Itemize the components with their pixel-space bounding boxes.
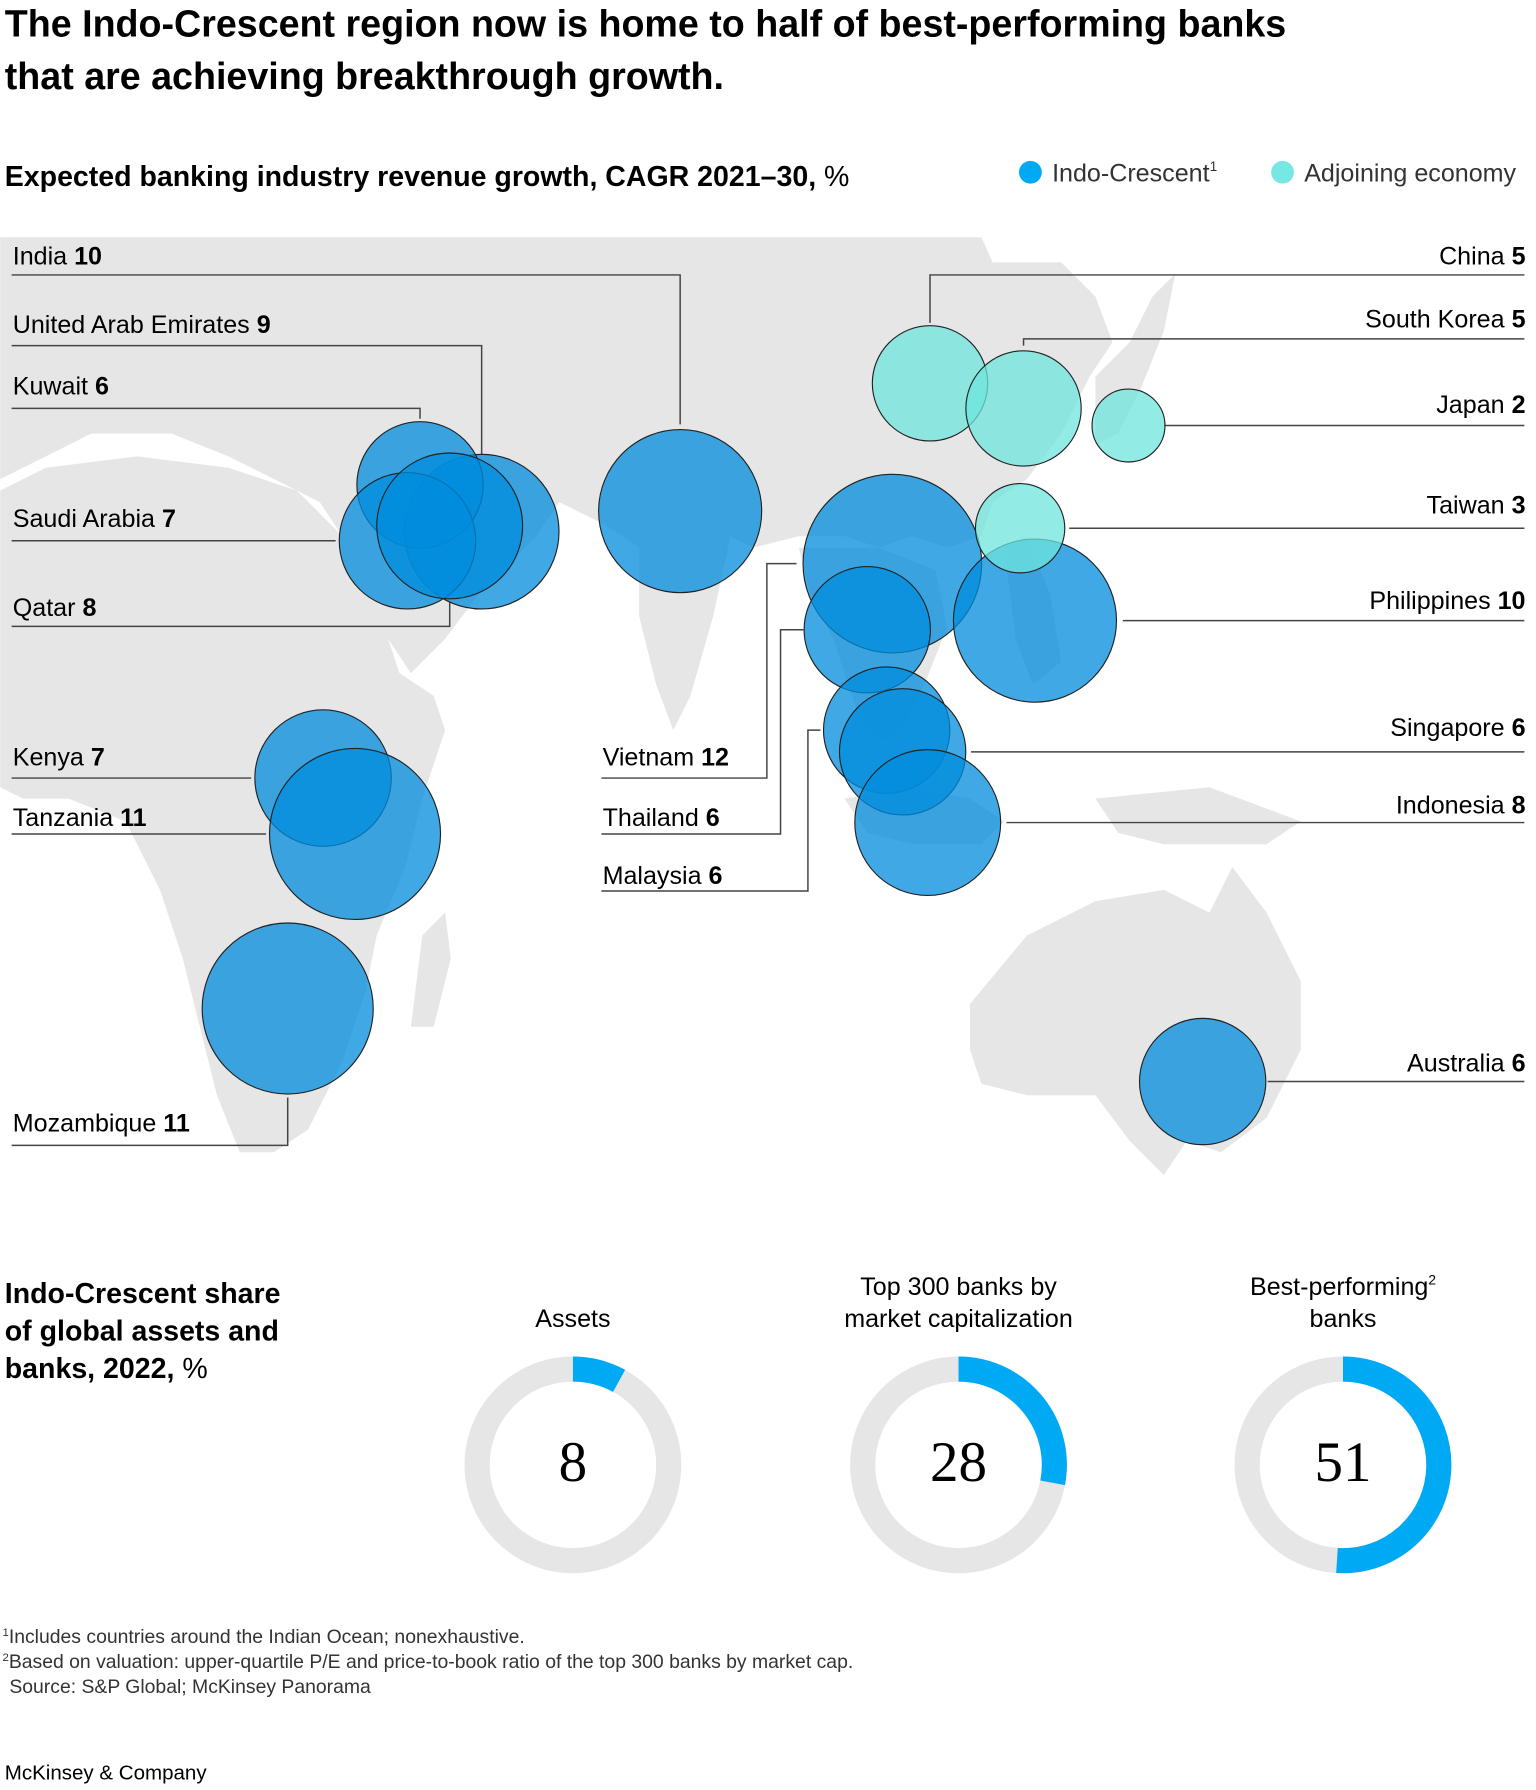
country-labels: India 10 United Arab Emirates 9 Kuwait 6… — [13, 243, 1526, 1138]
footnote-1: 1Includes countries around the Indian Oc… — [2, 1626, 524, 1648]
land-australia — [969, 867, 1301, 1176]
source-note: Source: S&P Global; McKinsey Panorama — [9, 1676, 371, 1698]
share-title-line-2: of global assets and — [5, 1316, 279, 1348]
bubble-taiwan — [974, 482, 1066, 574]
bubble-japan — [1091, 388, 1166, 463]
donut-top300: Top 300 banks by market capitalization 2… — [844, 1273, 1073, 1574]
bubble-india — [598, 428, 763, 594]
map-subtitle: Expected banking industry revenue growth… — [5, 161, 850, 193]
donut-assets-label-2: Assets — [535, 1305, 610, 1333]
label-mozambique: Mozambique 11 — [13, 1110, 190, 1138]
legend-swatch-indo-crescent — [1018, 160, 1042, 184]
label-singapore: Singapore 6 — [1390, 714, 1525, 742]
donut-track — [464, 1356, 682, 1574]
footnote-2: 2Based on valuation: upper-quartile P/E … — [2, 1651, 853, 1673]
label-philippines: Philippines 10 — [1369, 587, 1525, 615]
label-kuwait: Kuwait 6 — [13, 373, 109, 401]
label-china: China 5 — [1439, 243, 1525, 271]
bubble-australia — [1138, 1017, 1267, 1146]
label-indonesia: Indonesia 8 — [1396, 791, 1526, 819]
legend-label-indo-crescent: Indo-Crescent1 — [1052, 159, 1217, 187]
donut-best-label-1: Best-performing2 — [1250, 1273, 1436, 1301]
share-title: Indo-Crescent share of global assets and… — [5, 1278, 281, 1385]
footnotes: 1Includes countries around the Indian Oc… — [2, 1626, 853, 1698]
leader-malaysia — [601, 729, 821, 892]
leader-qatar — [11, 602, 451, 628]
legend-swatch-adjoining — [1271, 160, 1294, 184]
label-vietnam: Vietnam 12 — [603, 744, 729, 772]
leader-china — [929, 274, 1525, 323]
map-subtitle-unit: % — [816, 161, 849, 193]
donut-value-arc — [1336, 1356, 1452, 1574]
label-saudi-arabia: Saudi Arabia 7 — [13, 505, 176, 533]
legend-label-adjoining: Adjoining economy — [1304, 159, 1516, 187]
label-australia: Australia 6 — [1407, 1049, 1526, 1077]
label-japan: Japan 2 — [1436, 391, 1525, 419]
donut-value-arc — [958, 1356, 1067, 1486]
donut-best-value: 51 — [1314, 1431, 1371, 1494]
leader-south-korea — [1022, 338, 1525, 346]
label-malaysia: Malaysia 6 — [603, 862, 723, 890]
bubble-tanzania — [268, 747, 442, 921]
label-kenya: Kenya 7 — [13, 744, 105, 772]
bubbles — [201, 325, 1267, 1146]
leader-vietnam — [601, 562, 797, 779]
share-title-line-3: banks, 2022, % — [5, 1353, 208, 1385]
leader-kuwait — [11, 407, 421, 419]
world-map — [0, 237, 1301, 1176]
label-qatar: Qatar 8 — [13, 594, 97, 622]
donut-best-performing: Best-performing2 banks 51 — [1234, 1273, 1452, 1574]
donut-assets-ring — [464, 1356, 682, 1574]
map-subtitle-bold: Expected banking industry revenue growth… — [5, 161, 816, 193]
land-new-guinea — [1095, 787, 1301, 845]
donut-top300-label-2: market capitalization — [844, 1305, 1073, 1333]
title-line-2: that are achieving breakthrough growth. — [5, 55, 724, 97]
leader-uae — [11, 344, 483, 455]
label-tanzania: Tanzania 11 — [13, 804, 147, 832]
bubble-qatar — [376, 452, 524, 600]
bubble-mozambique — [201, 922, 374, 1095]
label-taiwan: Taiwan 3 — [1427, 491, 1526, 519]
leader-thailand — [601, 629, 804, 835]
donut-best-label-2: banks — [1310, 1305, 1377, 1333]
donut-best-ring — [1234, 1356, 1452, 1574]
donut-top300-ring — [850, 1356, 1067, 1574]
donut-top300-value: 28 — [930, 1431, 987, 1494]
leader-india — [11, 274, 681, 425]
donut-assets-value: 8 — [559, 1431, 588, 1494]
share-title-line-1: Indo-Crescent share — [5, 1278, 281, 1310]
bubble-south-korea — [965, 350, 1082, 467]
leader-lines — [11, 274, 1525, 1147]
donut-top300-label-1: Top 300 banks by — [860, 1273, 1057, 1301]
title-line-1: The Indo-Crescent region now is home to … — [5, 3, 1286, 45]
label-thailand: Thailand 6 — [603, 804, 720, 832]
legend: Indo-Crescent1 Adjoining economy — [1018, 159, 1517, 187]
label-india: India 10 — [13, 243, 102, 271]
donut-assets: Assets 8 — [464, 1305, 682, 1574]
label-south-korea: South Korea 5 — [1365, 305, 1525, 333]
brand-logo-text: McKinsey & Company — [5, 1762, 208, 1785]
bubble-indonesia — [854, 749, 1002, 897]
label-uae: United Arab Emirates 9 — [13, 311, 271, 339]
land-madagascar — [410, 912, 451, 1027]
leader-mozambique — [11, 1097, 289, 1147]
donut-value-arc — [572, 1356, 626, 1393]
